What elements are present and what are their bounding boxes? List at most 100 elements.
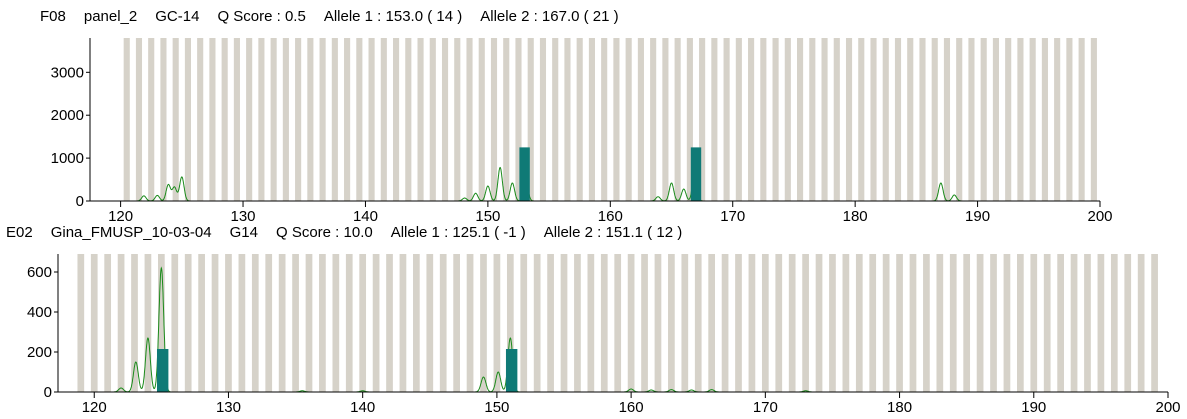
bin-band — [332, 254, 340, 392]
x-tick-label: 150 — [484, 399, 509, 416]
bin-band — [637, 38, 644, 201]
x-tick-label: 170 — [720, 208, 745, 225]
bin-band — [184, 254, 192, 392]
bin-band — [923, 254, 930, 392]
bin-band — [931, 38, 938, 201]
bin-band — [614, 254, 622, 392]
bin-band — [748, 254, 756, 392]
bin-band — [896, 254, 903, 392]
bin-band — [662, 38, 669, 201]
bin-band — [307, 38, 314, 201]
bin-band — [788, 254, 796, 392]
bin-band — [870, 38, 877, 201]
bin-band — [144, 254, 152, 392]
bin-band — [600, 254, 608, 392]
bin-band — [976, 254, 984, 392]
q-score-label: Q Score : 0.5 — [217, 8, 306, 25]
bin-band — [539, 38, 547, 201]
bin-band — [760, 38, 767, 201]
bin-band — [708, 254, 716, 392]
panel-header-f08: F08 panel_2 GC-14 Q Score : 0.5 Allele 1 : 1… — [40, 8, 637, 25]
x-tick-label: 120 — [82, 399, 107, 416]
bin-band — [797, 38, 804, 201]
bin-band — [441, 38, 449, 201]
bin-band — [842, 254, 850, 392]
bin-band — [564, 38, 571, 201]
bin-band — [197, 38, 204, 201]
bin-band — [802, 254, 809, 392]
x-tick-label: 160 — [619, 399, 644, 416]
bin-band — [748, 38, 755, 201]
bin-band — [345, 254, 353, 392]
y-tick-label: 0 — [44, 384, 52, 401]
bin-band — [319, 38, 326, 201]
bin-band — [225, 254, 232, 392]
bin-band — [160, 38, 167, 201]
x-tick-label: 140 — [350, 399, 375, 416]
bin-band — [627, 254, 635, 392]
bin-band — [399, 254, 407, 392]
allele-2-bar — [505, 349, 518, 392]
bin-band — [478, 38, 485, 201]
bin-band — [533, 254, 541, 392]
bin-band — [1070, 254, 1078, 392]
bin-band — [221, 38, 228, 201]
bin-band — [184, 38, 191, 201]
bin-band — [292, 254, 299, 392]
bin-band — [135, 38, 143, 201]
bin-band — [1005, 38, 1012, 201]
bin-band — [1030, 254, 1038, 392]
allele-2-label: Allele 2 : 167.0 ( 21 ) — [480, 8, 619, 25]
bin-band — [587, 254, 595, 392]
bin-band — [405, 38, 412, 201]
bin-band — [601, 38, 608, 201]
allele-1-label: Allele 1 : 153.0 ( 14 ) — [323, 8, 463, 25]
bin-band — [845, 38, 853, 201]
bin-band — [1017, 254, 1024, 392]
bin-band — [148, 38, 155, 201]
bin-band — [171, 254, 179, 392]
x-tick-label: 200 — [1155, 399, 1180, 416]
bin-band — [493, 254, 501, 392]
bin-band — [992, 38, 999, 201]
bin-band — [77, 254, 85, 392]
bin-band — [829, 254, 836, 392]
allele-1-bar — [156, 349, 169, 392]
bin-band — [650, 38, 657, 201]
y-tick-label: 1000 — [51, 150, 84, 167]
bin-band — [131, 254, 138, 392]
bin-band — [319, 254, 326, 392]
well-label: F08 — [40, 8, 66, 25]
y-tick-label: 600 — [27, 264, 52, 281]
bin-band — [956, 38, 963, 201]
bin-band — [1078, 38, 1085, 201]
bin-band — [560, 254, 568, 392]
bin-band — [1090, 38, 1097, 201]
bin-band — [90, 254, 98, 392]
bin-band — [282, 38, 289, 201]
bin-band — [344, 38, 351, 201]
bin-band — [625, 38, 632, 201]
bin-band — [641, 254, 648, 392]
bin-band — [278, 254, 286, 392]
sample-label: panel_2 — [83, 8, 138, 25]
bin-band — [968, 38, 975, 201]
bin-band — [238, 254, 246, 392]
allele-2-label: Allele 2 : 151.1 ( 12 ) — [543, 224, 683, 241]
bin-band — [815, 254, 823, 392]
bin-band — [1066, 38, 1073, 201]
bin-band — [123, 38, 130, 201]
bin-band — [331, 38, 338, 201]
bin-band — [858, 38, 865, 201]
bin-band — [454, 38, 461, 201]
bin-band — [882, 254, 890, 392]
bin-band — [1057, 254, 1064, 392]
bin-band — [963, 254, 971, 392]
bin-band — [368, 38, 375, 201]
x-tick-label: 150 — [475, 208, 500, 225]
sample-label: Gina_FMUSP_10-03-04 — [50, 224, 212, 241]
marker-label: GC-14 — [155, 8, 200, 25]
y-tick-label: 2000 — [51, 107, 84, 124]
bin-band — [233, 38, 240, 201]
bin-band — [686, 38, 693, 201]
